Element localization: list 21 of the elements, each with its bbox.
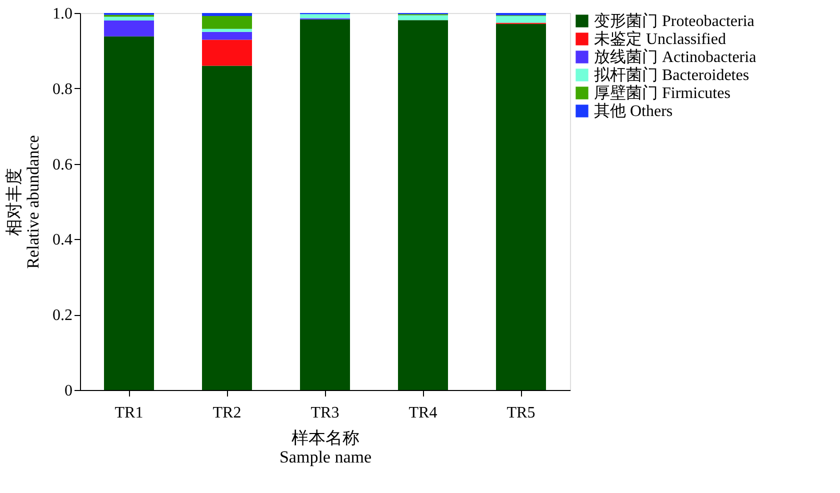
y-tick-label: 1.0 — [52, 6, 72, 22]
y-tick-label: 0.6 — [52, 156, 72, 174]
legend-label: 厚壁菌门 Firmicutes — [594, 84, 730, 102]
legend-label: 其他 Others — [594, 102, 673, 120]
text: 样本名称 — [292, 428, 360, 448]
y-tick-label: 0 — [64, 382, 72, 400]
text: 相对丰度 — [4, 168, 24, 236]
text: Sample name — [279, 448, 372, 466]
legend-label: 拟杆菌门 Bacteroidetes — [594, 66, 750, 84]
y-tick-label: 0.4 — [52, 232, 72, 249]
x-tick-label: TR2 — [212, 404, 242, 422]
legend-label: 放线菌门 Actinobacteria — [594, 48, 756, 66]
legend-label: 变形菌门 Proteobacteria — [594, 12, 754, 30]
y-tick-label: 0.2 — [52, 307, 72, 324]
y-tick-label: 0.8 — [52, 80, 72, 98]
text: Relative abundance — [24, 135, 42, 269]
legend-label: 未鉴定 Unclassified — [594, 30, 726, 48]
x-tick-label: TR1 — [114, 404, 144, 422]
x-tick-label: TR5 — [506, 404, 536, 422]
x-tick-label: TR3 — [310, 404, 340, 422]
x-tick-label: TR4 — [408, 404, 438, 422]
